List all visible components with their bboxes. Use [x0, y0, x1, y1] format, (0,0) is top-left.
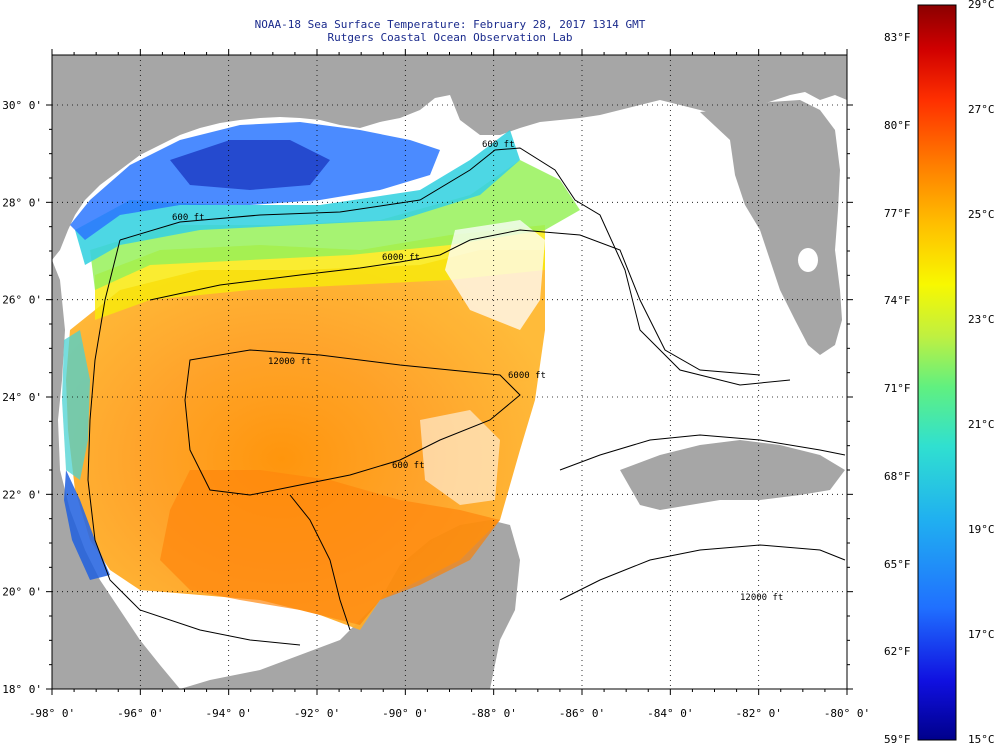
sst-west-cyan-strip: [62, 330, 90, 480]
contour-6000ft: [149, 229, 761, 376]
colorbar-celsius-label: 15°C: [968, 733, 995, 746]
land-florida: [700, 100, 842, 355]
graticule: [52, 55, 847, 689]
contour-campeche: [289, 494, 351, 631]
contour-12000ft: [184, 349, 521, 496]
contour-label-600-south: 600 ft: [392, 461, 425, 471]
lat-tick-label: 20° 0': [2, 586, 42, 599]
sst-cyan-band: [75, 130, 520, 265]
colorbar-fahrenheit-label: 71°F: [884, 382, 911, 395]
sst-green-band: [90, 160, 580, 290]
axis-ticks: [46, 49, 853, 695]
contour-label-12000-carib: 12000 ft: [740, 593, 783, 603]
lake-okeechobee: [798, 248, 818, 272]
colorbar: [917, 4, 957, 741]
lat-tick-label: 24° 0': [2, 391, 42, 404]
lon-tick-label: -84° 0': [647, 707, 693, 720]
contour-label-600-west: 600 ft: [172, 213, 205, 223]
bathymetry-contours: [87, 147, 846, 646]
lon-tick-label: -96° 0': [117, 707, 163, 720]
sst-west-cold-strip: [64, 470, 110, 580]
colorbar-fahrenheit-label: 80°F: [884, 118, 911, 132]
sst-data-layer: [62, 122, 580, 630]
contour-caribbean: [559, 434, 846, 471]
lon-tick-label: -80° 0': [824, 707, 870, 720]
sst-coldest-core: [170, 140, 330, 190]
lat-tick-label: 30° 0': [2, 99, 42, 112]
colorbar-celsius-label: 29°C: [968, 0, 995, 11]
map-subtitle: Rutgers Coastal Ocean Observation Lab: [327, 31, 573, 44]
contour-label-6000-east: 6000 ft: [508, 371, 546, 381]
lon-tick-label: -82° 0': [735, 707, 781, 720]
land-mexico: [52, 260, 180, 689]
land-us-gulf-coast: [52, 55, 847, 260]
contour-caribbean-deep: [559, 544, 846, 601]
land-cuba: [620, 440, 845, 510]
colorbar-celsius-label: 21°C: [968, 418, 995, 431]
axis-tick-labels: -98° 0' -96° 0' -94° 0' -92° 0' -90° 0' -88° …: [2, 99, 870, 720]
lon-tick-label: -92° 0': [294, 707, 340, 720]
lon-tick-label: -86° 0': [559, 707, 605, 720]
lon-tick-label: -90° 0': [382, 707, 428, 720]
colorbar-celsius-label: 19°C: [968, 523, 995, 536]
lon-tick-label: -98° 0': [29, 707, 75, 720]
cloud-mask-southeast: [420, 410, 500, 505]
cloud-mask-east: [445, 220, 545, 330]
colorbar-celsius-label: 17°C: [968, 628, 995, 641]
colorbar-fahrenheit-label: 74°F: [884, 294, 911, 308]
contour-600ft: [119, 147, 791, 386]
contour-label-12000: 12000 ft: [268, 357, 311, 367]
lat-tick-label: 18° 0': [2, 683, 42, 696]
contour-labels: 600 ft 600 ft 6000 ft 6000 ft 12000 ft 6…: [172, 140, 783, 603]
colorbar-fahrenheit-label: 65°F: [884, 557, 911, 571]
colorbar-fahrenheit-label: 59°F: [884, 733, 911, 746]
colorbar-fahrenheit-label: 77°F: [884, 206, 911, 220]
map-title: NOAA-18 Sea Surface Temperature: Februar…: [254, 18, 646, 31]
colorbar-fahrenheit-label: 62°F: [884, 645, 911, 659]
colorbar-celsius-label: 25°C: [968, 208, 995, 221]
lon-tick-label: -94° 0': [205, 707, 251, 720]
contour-shelf-west: [87, 239, 301, 646]
sst-hot-band: [160, 470, 500, 625]
contour-label-6000-north: 6000 ft: [382, 253, 420, 263]
colorbar-fahrenheit-label: 83°F: [884, 31, 911, 44]
lat-tick-label: 22° 0': [2, 488, 42, 501]
lat-tick-label: 28° 0': [2, 196, 42, 209]
contour-label-600-north: 600 ft: [482, 140, 515, 150]
colorbar-celsius-label: 23°C: [968, 313, 995, 326]
lon-tick-label: -88° 0': [470, 707, 516, 720]
colorbar-celsius-label: 27°C: [968, 103, 995, 116]
lat-tick-label: 26° 0': [2, 294, 42, 307]
colorbar-fahrenheit-label: 68°F: [884, 469, 911, 483]
